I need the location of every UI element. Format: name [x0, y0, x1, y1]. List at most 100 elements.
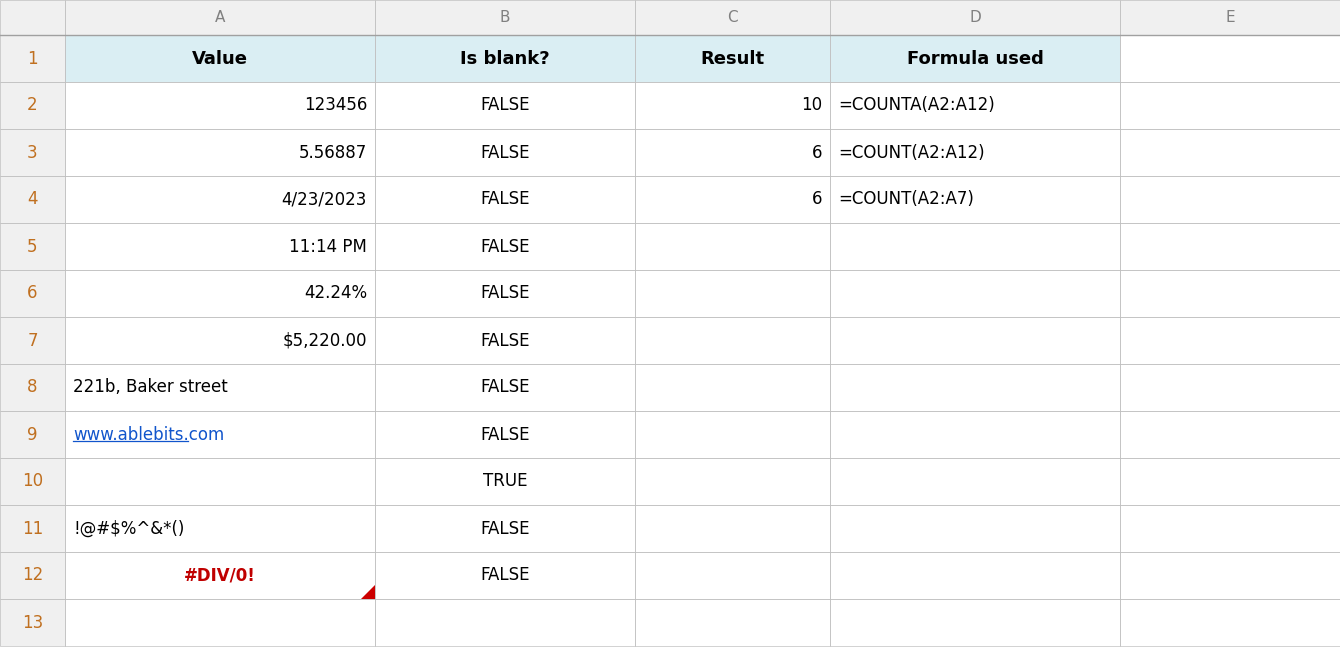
- Bar: [635, 82, 829, 129]
- Bar: [66, 411, 375, 458]
- Bar: [829, 176, 1120, 223]
- Bar: [635, 364, 829, 411]
- Text: #DIV/0!: #DIV/0!: [184, 566, 256, 584]
- Bar: [66, 364, 375, 411]
- Bar: [1120, 129, 1340, 176]
- Bar: [0, 505, 66, 552]
- Bar: [375, 0, 635, 35]
- Bar: [1120, 458, 1340, 505]
- Bar: [829, 270, 1120, 317]
- Bar: [66, 270, 375, 317]
- Bar: [829, 82, 1120, 129]
- Bar: [0, 317, 66, 364]
- Bar: [635, 552, 829, 599]
- Bar: [1120, 552, 1340, 599]
- Bar: [829, 364, 1120, 411]
- Bar: [829, 35, 1120, 82]
- Bar: [635, 0, 829, 35]
- Bar: [66, 0, 375, 35]
- Bar: [375, 411, 635, 458]
- Text: 42.24%: 42.24%: [304, 285, 367, 303]
- Bar: [66, 458, 375, 505]
- Bar: [635, 505, 829, 552]
- Bar: [1120, 176, 1340, 223]
- Text: FALSE: FALSE: [480, 331, 529, 349]
- Bar: [66, 35, 375, 82]
- Polygon shape: [360, 585, 375, 599]
- Text: Value: Value: [192, 49, 248, 67]
- Bar: [635, 129, 829, 176]
- Text: FALSE: FALSE: [480, 96, 529, 114]
- Bar: [635, 35, 829, 82]
- Bar: [66, 317, 375, 364]
- Text: 7: 7: [27, 331, 38, 349]
- Bar: [635, 0, 829, 35]
- Text: FALSE: FALSE: [480, 520, 529, 538]
- Bar: [635, 223, 829, 270]
- Bar: [829, 505, 1120, 552]
- Bar: [66, 317, 375, 364]
- Bar: [0, 599, 66, 646]
- Bar: [1120, 411, 1340, 458]
- Text: 5.56887: 5.56887: [299, 144, 367, 162]
- Text: 6: 6: [812, 190, 821, 208]
- Bar: [635, 129, 829, 176]
- Bar: [1120, 270, 1340, 317]
- Bar: [66, 129, 375, 176]
- Bar: [635, 317, 829, 364]
- Bar: [829, 364, 1120, 411]
- Text: Is blank?: Is blank?: [460, 49, 549, 67]
- Bar: [375, 176, 635, 223]
- Bar: [1120, 317, 1340, 364]
- Bar: [1120, 223, 1340, 270]
- Bar: [0, 129, 66, 176]
- Text: 221b, Baker street: 221b, Baker street: [72, 379, 228, 397]
- Bar: [66, 505, 375, 552]
- Text: C: C: [728, 10, 738, 25]
- Bar: [1120, 129, 1340, 176]
- Text: FALSE: FALSE: [480, 566, 529, 584]
- Text: $5,220.00: $5,220.00: [283, 331, 367, 349]
- Bar: [1120, 82, 1340, 129]
- Bar: [375, 599, 635, 646]
- Bar: [635, 599, 829, 646]
- Bar: [375, 364, 635, 411]
- Text: FALSE: FALSE: [480, 426, 529, 444]
- Text: 9: 9: [27, 426, 38, 444]
- Text: 3: 3: [27, 144, 38, 162]
- Bar: [635, 458, 829, 505]
- Bar: [635, 176, 829, 223]
- Bar: [375, 82, 635, 129]
- Bar: [66, 176, 375, 223]
- Text: FALSE: FALSE: [480, 238, 529, 255]
- Bar: [0, 35, 66, 82]
- Bar: [0, 505, 66, 552]
- Bar: [0, 82, 66, 129]
- Bar: [635, 458, 829, 505]
- Bar: [635, 35, 829, 82]
- Bar: [635, 364, 829, 411]
- Bar: [0, 458, 66, 505]
- Bar: [635, 411, 829, 458]
- Bar: [1120, 223, 1340, 270]
- Bar: [829, 0, 1120, 35]
- Bar: [1120, 411, 1340, 458]
- Bar: [1120, 599, 1340, 646]
- Text: FALSE: FALSE: [480, 144, 529, 162]
- Bar: [1120, 0, 1340, 35]
- Bar: [375, 458, 635, 505]
- Bar: [375, 35, 635, 82]
- Text: 12: 12: [21, 566, 43, 584]
- Bar: [635, 270, 829, 317]
- Bar: [829, 223, 1120, 270]
- Bar: [0, 270, 66, 317]
- Bar: [829, 317, 1120, 364]
- Bar: [1120, 364, 1340, 411]
- Bar: [0, 82, 66, 129]
- Bar: [829, 82, 1120, 129]
- Bar: [375, 82, 635, 129]
- Bar: [1120, 364, 1340, 411]
- Bar: [1120, 458, 1340, 505]
- Bar: [0, 364, 66, 411]
- Bar: [375, 552, 635, 599]
